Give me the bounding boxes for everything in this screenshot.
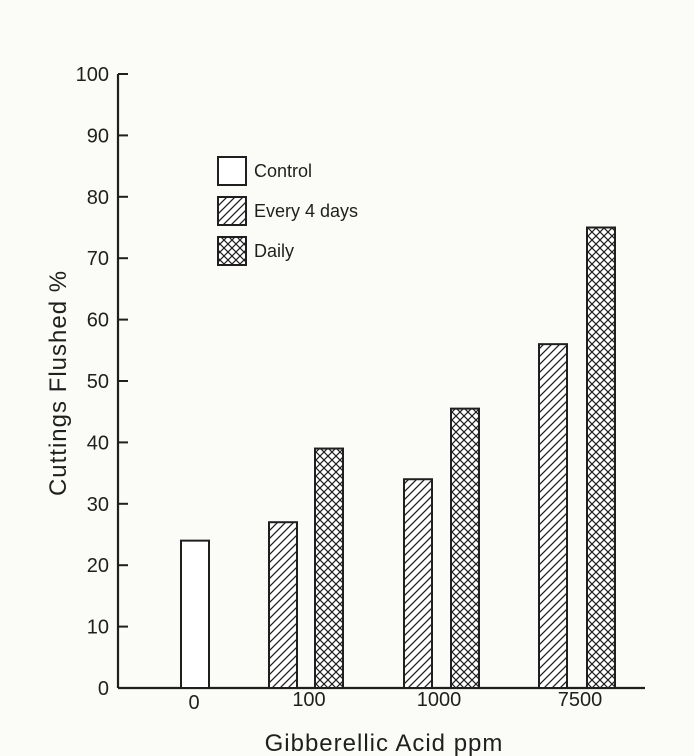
legend-label-daily: Daily: [254, 241, 294, 261]
bar-every-4-days-1000: [403, 478, 433, 689]
y-tick-label: 0: [98, 678, 109, 700]
y-tick-label: 60: [87, 310, 109, 332]
legend-swatch-daily: [217, 236, 247, 266]
legend-swatch-every-4-days: [217, 196, 247, 226]
y-tick-label: 20: [87, 555, 109, 577]
bar-daily-1000: [450, 407, 480, 689]
y-tick-label: 90: [87, 125, 109, 147]
bars-group: [180, 226, 616, 690]
x-tick-label: 7500: [558, 689, 603, 711]
y-axis-title: Cuttings Flushed %: [45, 270, 72, 496]
x-tick-label: 100: [292, 689, 325, 711]
y-tick-label: 40: [87, 432, 109, 454]
legend: Control Every 4 days Daily: [217, 156, 358, 266]
x-axis-title: Gibberellic Acid ppm: [265, 730, 504, 756]
y-tick-label: 10: [87, 617, 109, 639]
y-tick-label: 100: [76, 64, 109, 86]
x-tick-label: 1000: [417, 689, 462, 711]
bar-daily-7500: [586, 226, 616, 689]
x-tick-label: 0: [188, 692, 199, 714]
bar-control-0: [180, 539, 210, 690]
legend-label-control: Control: [254, 161, 312, 181]
x-axis-ticks: 0 100 1000 7500: [188, 689, 602, 714]
legend-label-every-4-days: Every 4 days: [254, 201, 358, 221]
bar-daily-100: [314, 447, 344, 690]
bar-every-4-days-7500: [538, 343, 568, 689]
y-tick-label: 70: [87, 248, 109, 270]
bar-every-4-days-100: [268, 521, 298, 689]
y-tick-label: 80: [87, 187, 109, 209]
y-tick-label: 50: [87, 371, 109, 393]
y-axis-ticks: 0 10 20 30 40 50 60 70 80 90 100: [76, 64, 128, 700]
y-tick-label: 30: [87, 494, 109, 516]
legend-swatch-control: [217, 156, 247, 186]
